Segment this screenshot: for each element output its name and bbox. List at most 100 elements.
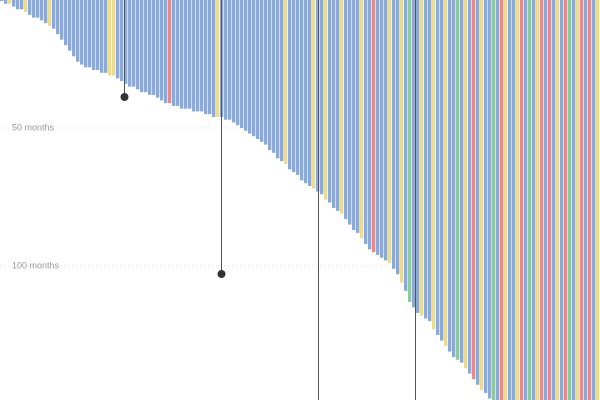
bar (0, 0, 4, 2)
bar (588, 0, 592, 400)
bar (468, 0, 472, 374)
bar (128, 0, 132, 87)
bar (424, 0, 428, 319)
bar (24, 0, 28, 13)
bar (444, 0, 448, 347)
bar (44, 0, 48, 24)
bar (156, 0, 160, 98)
bar (420, 0, 424, 316)
bar (116, 0, 120, 79)
bar (52, 0, 56, 29)
bar (160, 0, 164, 101)
y-tick-label: 100 months (12, 260, 60, 270)
bar (276, 0, 280, 159)
bar (204, 0, 208, 115)
bar (348, 0, 352, 225)
bar (96, 0, 100, 71)
bar (460, 0, 464, 363)
bar (132, 0, 136, 87)
bar (440, 0, 444, 341)
bar (436, 0, 440, 335)
bar (252, 0, 256, 137)
bar (568, 0, 572, 400)
y-tick-label: 50 months (12, 122, 55, 132)
bar (288, 0, 292, 170)
bar (364, 0, 368, 244)
bar (212, 0, 216, 117)
bar (484, 0, 488, 393)
bar (516, 0, 520, 400)
bar (464, 0, 468, 369)
bar (584, 0, 588, 400)
bar (576, 0, 580, 400)
bar (320, 0, 324, 195)
bar (120, 0, 124, 82)
bar (384, 0, 388, 261)
y-tick-label: 150 months (12, 398, 60, 400)
bar (108, 0, 112, 76)
bar (380, 0, 384, 258)
bar (472, 0, 476, 380)
bar (508, 0, 512, 400)
bar (264, 0, 268, 145)
bar (552, 0, 556, 400)
bar (180, 0, 184, 109)
bar (144, 0, 148, 93)
bar (312, 0, 316, 189)
bar (296, 0, 300, 175)
bar (8, 0, 12, 4)
bar (84, 0, 88, 68)
bar (388, 0, 392, 264)
bar (540, 0, 544, 400)
bar (72, 0, 76, 57)
bar (316, 0, 320, 192)
bar (92, 0, 96, 71)
annotations (120, 0, 416, 400)
bar (12, 0, 16, 7)
bar (76, 0, 80, 62)
bar (192, 0, 196, 112)
bar (184, 0, 188, 109)
bar (64, 0, 68, 46)
bar (232, 0, 236, 123)
bar (48, 0, 52, 26)
bar (428, 0, 432, 322)
bar (368, 0, 372, 250)
bar (176, 0, 180, 106)
bar (560, 0, 564, 400)
bar (496, 0, 500, 400)
bar (152, 0, 156, 95)
bar (256, 0, 260, 140)
bar (452, 0, 456, 358)
bar (260, 0, 264, 142)
bar (272, 0, 276, 153)
bar (596, 0, 600, 400)
bar (100, 0, 104, 73)
bar (80, 0, 84, 65)
bar (36, 0, 40, 18)
bar (528, 0, 532, 400)
bar (392, 0, 396, 269)
bar (332, 0, 336, 209)
bar (336, 0, 340, 211)
bar (188, 0, 192, 109)
bar (372, 0, 376, 253)
bar (244, 0, 248, 131)
bar (328, 0, 332, 203)
bar (520, 0, 524, 400)
bar (104, 0, 108, 73)
bar (216, 0, 220, 117)
bar (360, 0, 364, 239)
bar (32, 0, 36, 18)
bar (136, 0, 140, 90)
bar (504, 0, 508, 400)
bar (324, 0, 328, 200)
bar (248, 0, 252, 134)
tick-labels: 50 months 100 months 150 months (12, 122, 60, 400)
bar (480, 0, 484, 391)
bar (228, 0, 232, 120)
bar (16, 0, 20, 10)
bar (268, 0, 272, 151)
bar (448, 0, 452, 352)
